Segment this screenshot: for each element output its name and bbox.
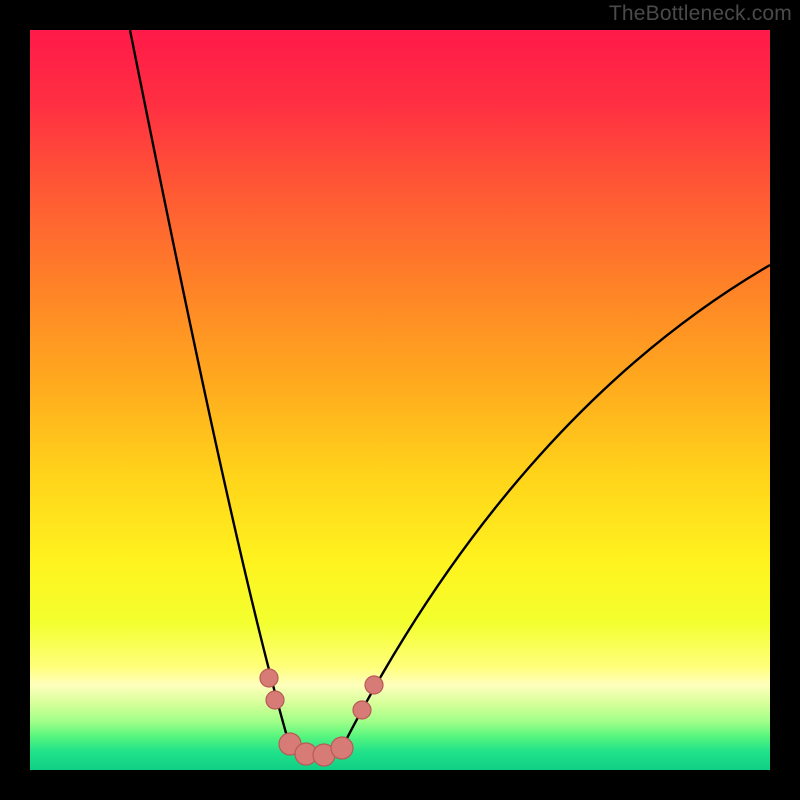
curve-layer [30, 30, 770, 770]
left-curve [130, 30, 288, 740]
watermark-text: TheBottleneck.com [609, 2, 792, 26]
right-curve [346, 265, 770, 740]
frame-bottom [0, 770, 800, 800]
frame-right [770, 0, 800, 800]
marker-group [260, 669, 383, 766]
data-marker [266, 691, 284, 709]
data-marker [331, 737, 353, 759]
plot-area [30, 30, 770, 770]
data-marker [353, 701, 371, 719]
frame-left [0, 0, 30, 800]
data-marker [260, 669, 278, 687]
data-marker [365, 676, 383, 694]
